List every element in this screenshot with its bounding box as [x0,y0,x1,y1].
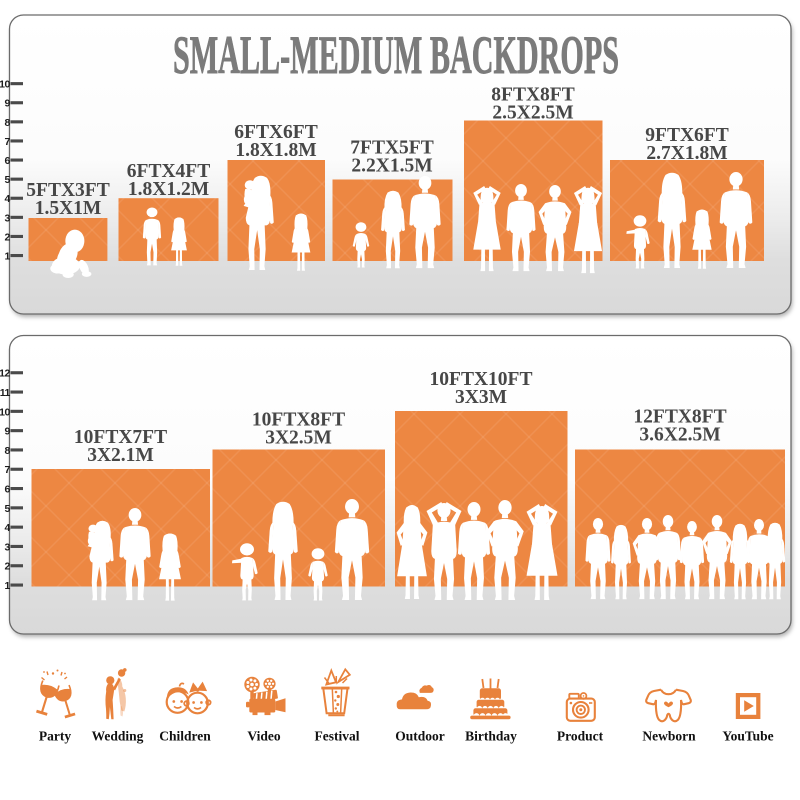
svg-text:3: 3 [5,212,11,224]
svg-text:Birthday: Birthday [465,729,517,744]
svg-text:3X2.1M: 3X2.1M [87,445,154,466]
svg-text:Newborn: Newborn [642,729,696,744]
svg-text:12FTX8FT: 12FTX8FT [633,407,726,428]
svg-text:10FTX10FT: 10FTX10FT [430,369,533,390]
svg-text:Children: Children [159,729,211,744]
svg-text:6: 6 [5,155,11,167]
svg-text:10FTX7FT: 10FTX7FT [74,427,167,448]
svg-text:3X2.5M: 3X2.5M [265,428,332,449]
svg-text:6FTX6FT: 6FTX6FT [234,122,317,143]
svg-text:1.8X1.8M: 1.8X1.8M [235,140,316,161]
svg-text:Wedding: Wedding [92,729,144,744]
svg-text:Product: Product [557,729,604,744]
svg-text:10: 10 [0,79,11,91]
svg-text:9FTX6FT: 9FTX6FT [645,125,728,146]
svg-text:2.2X1.5M: 2.2X1.5M [351,156,432,177]
svg-text:5: 5 [5,503,11,515]
svg-text:4: 4 [5,522,11,534]
svg-text:3: 3 [5,541,11,553]
svg-text:1.8X1.2M: 1.8X1.2M [128,179,209,200]
svg-text:9: 9 [5,426,11,438]
svg-text:3X3M: 3X3M [455,387,507,408]
svg-text:5: 5 [5,174,11,186]
svg-text:4: 4 [5,193,11,205]
svg-text:7: 7 [5,464,11,476]
svg-text:7FTX5FT: 7FTX5FT [350,138,433,159]
svg-text:Party: Party [39,729,71,744]
svg-text:2.5X2.5M: 2.5X2.5M [492,103,573,124]
svg-text:6FTX4FT: 6FTX4FT [127,161,210,182]
svg-text:12: 12 [0,368,11,380]
svg-text:6: 6 [5,484,11,496]
svg-text:1: 1 [5,251,11,263]
svg-text:8: 8 [5,117,11,129]
svg-text:Video: Video [247,729,280,744]
svg-text:2.7X1.8M: 2.7X1.8M [646,143,727,164]
svg-text:3.6X2.5M: 3.6X2.5M [639,425,720,446]
svg-text:5FTX3FT: 5FTX3FT [26,180,109,201]
svg-text:2: 2 [5,231,11,243]
svg-text:10FTX8FT: 10FTX8FT [252,410,345,431]
svg-text:2: 2 [5,561,11,573]
svg-text:10: 10 [0,406,11,418]
svg-text:1: 1 [5,580,11,592]
svg-text:8: 8 [5,445,11,457]
svg-text:Outdoor: Outdoor [395,729,445,744]
svg-text:9: 9 [5,98,11,110]
svg-text:Festival: Festival [315,729,360,744]
svg-text:11: 11 [0,387,11,399]
svg-text:SMALL-MEDIUM BACKDROPS: SMALL-MEDIUM BACKDROPS [173,25,619,85]
svg-text:8FTX8FT: 8FTX8FT [491,85,574,106]
svg-text:YouTube: YouTube [722,729,773,744]
svg-text:1.5X1M: 1.5X1M [35,198,102,219]
svg-text:7: 7 [5,136,11,148]
